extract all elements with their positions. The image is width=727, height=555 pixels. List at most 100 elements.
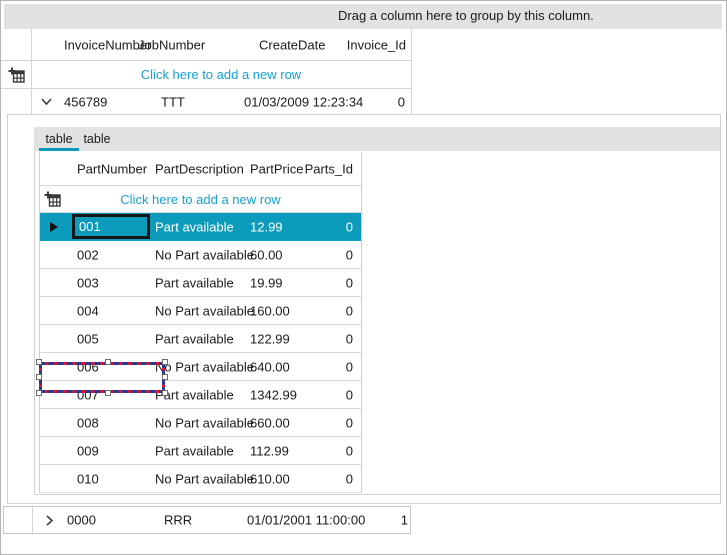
column-header-createdate[interactable]: CreateDate [259, 37, 326, 52]
resize-handle[interactable] [104, 390, 111, 396]
group-by-panel[interactable]: Drag a column here to group by this colu… [4, 4, 722, 29]
parts-grid: PartNumber PartDescription PartPrice Par… [39, 152, 362, 493]
detail-row-002[interactable]: 002 No Part available 60.00 0 [40, 241, 361, 269]
cell-parts-id[interactable]: 0 [345, 219, 353, 234]
detail-section: table table PartNumber PartDescription P… [7, 114, 721, 504]
detail-row-010[interactable]: 010 No Part available 610.00 0 [40, 465, 361, 493]
resize-handle[interactable] [36, 390, 42, 396]
detail-row-003[interactable]: 003 Part available 19.99 0 [40, 269, 361, 297]
cell-parts-id[interactable]: 0 [345, 387, 353, 402]
cell-parts-id[interactable]: 0 [345, 275, 353, 290]
column-header-partnumber[interactable]: PartNumber [77, 161, 148, 176]
cell-part-price[interactable]: 12.99 [250, 219, 283, 234]
cell-part-number[interactable]: 002 [77, 247, 99, 262]
cell-part-number[interactable]: 003 [77, 275, 99, 290]
cell-part-number[interactable]: 008 [77, 415, 99, 430]
master-add-new-row[interactable]: Click here to add a new row [1, 61, 411, 89]
detail-row-005[interactable]: 005 Part available 122.99 0 [40, 325, 361, 353]
cell-part-description[interactable]: Part available [155, 275, 234, 290]
column-header-partprice[interactable]: PartPrice [250, 161, 304, 176]
selected-tab-underline [39, 148, 79, 151]
column-header-invoice-id[interactable]: Invoice_Id [346, 37, 406, 52]
master-grid-right-border [411, 29, 412, 114]
master-add-new-row-link[interactable]: Click here to add a new row [140, 67, 302, 82]
cell-part-number[interactable]: 004 [77, 303, 99, 318]
resize-handle[interactable] [162, 390, 168, 396]
cell-part-price[interactable]: 19.99 [250, 275, 283, 290]
resize-handle[interactable] [36, 359, 42, 365]
new-row-icon [44, 191, 61, 207]
column-header-jobnumber[interactable]: JobNumber [138, 37, 206, 52]
cell-part-number[interactable]: 010 [77, 471, 99, 486]
cell-part-price[interactable]: 640.00 [250, 359, 290, 374]
detail-add-new-row[interactable]: Click here to add a new row [40, 186, 361, 213]
detail-row-001-selected[interactable]: 001 Part available 12.99 0 [40, 213, 361, 241]
cell-part-price[interactable]: 1342.99 [250, 387, 297, 402]
cell-parts-id[interactable]: 0 [345, 415, 353, 430]
master-column-header-row: InvoiceNumber JobNumber CreateDate Invoi… [1, 29, 411, 61]
cell-parts-id[interactable]: 0 [345, 471, 353, 486]
cell-part-price[interactable]: 60.00 [250, 247, 283, 262]
tab-panel-bottom-border [34, 494, 720, 495]
chevron-down-icon[interactable] [39, 95, 53, 109]
cell-part-number[interactable]: 009 [77, 443, 99, 458]
cell-part-description[interactable]: Part available [155, 443, 234, 458]
cell-part-description[interactable]: No Part available [155, 415, 254, 430]
cell-part-price[interactable]: 610.00 [250, 471, 290, 486]
cell-invoice-id[interactable]: 1 [400, 512, 408, 528]
cell-job-number[interactable]: TTT [161, 94, 185, 109]
column-header-invoicenumber[interactable]: InvoiceNumber [64, 37, 152, 52]
resize-handle[interactable] [162, 374, 168, 380]
resize-handle[interactable] [104, 359, 111, 365]
cell-part-price[interactable]: 660.00 [250, 415, 290, 430]
resize-handle[interactable] [36, 374, 42, 380]
cell-invoice-number[interactable]: 0000 [67, 512, 96, 528]
cell-parts-id[interactable]: 0 [345, 331, 353, 346]
master-row-0000[interactable]: 0000 RRR 01/01/2001 11:00:00 1 [3, 506, 411, 534]
tab-label: table [83, 132, 111, 146]
detail-row-008[interactable]: 008 No Part available 660.00 0 [40, 409, 361, 437]
cell-invoice-number[interactable]: 456789 [64, 94, 108, 109]
detail-row-004[interactable]: 004 No Part available 160.00 0 [40, 297, 361, 325]
master-row-456789[interactable]: 456789 TTT 01/03/2009 12:23:34 0 [1, 89, 411, 114]
focused-row-indicator-icon [50, 221, 58, 232]
cell-part-price[interactable]: 160.00 [250, 303, 290, 318]
cell-parts-id[interactable]: 0 [345, 443, 353, 458]
cell-part-price[interactable]: 122.99 [250, 331, 290, 346]
tab-table-2[interactable]: table [79, 127, 115, 151]
cell-part-description[interactable]: No Part available [155, 471, 254, 486]
detail-add-new-row-link[interactable]: Click here to add a new row [120, 191, 281, 207]
part-number-cell-editor[interactable]: 001 [72, 214, 150, 239]
cell-part-description[interactable]: Part available [155, 331, 234, 346]
cell-part-description[interactable]: No Part available [155, 359, 254, 374]
cell-part-description[interactable]: Part available [155, 219, 234, 234]
column-header-partdescription[interactable]: PartDescription [155, 161, 244, 176]
detail-row-007[interactable]: 007 Part available 1342.99 0 [40, 381, 361, 409]
cell-create-date[interactable]: 01/03/2009 12:23:34 [244, 94, 364, 109]
cell-create-date[interactable]: 01/01/2001 11:00:00 [247, 512, 366, 528]
cell-parts-id[interactable]: 0 [345, 247, 353, 262]
master-indicator-separator [31, 29, 32, 114]
cell-part-number: 001 [79, 219, 101, 234]
cell-parts-id[interactable]: 0 [345, 359, 353, 374]
detail-tab-strip: table table [34, 127, 720, 151]
cell-part-number[interactable]: 006 [77, 359, 99, 374]
chevron-right-icon[interactable] [42, 513, 56, 527]
cell-part-number[interactable]: 005 [77, 331, 99, 346]
cell-part-description[interactable]: No Part available [155, 247, 254, 262]
master-indicator-separator [32, 507, 33, 533]
detail-row-009[interactable]: 009 Part available 112.99 0 [40, 437, 361, 465]
group-by-hint: Drag a column here to group by this colu… [338, 8, 594, 23]
cell-part-number[interactable]: 007 [77, 387, 99, 402]
cell-part-description[interactable]: No Part available [155, 303, 254, 318]
tab-table-1[interactable]: table [39, 127, 79, 151]
resize-handle[interactable] [162, 359, 168, 365]
cell-job-number[interactable]: RRR [164, 512, 193, 528]
detail-row-006[interactable]: 006 No Part available 640.00 0 [40, 353, 361, 381]
cell-parts-id[interactable]: 0 [345, 303, 353, 318]
column-header-parts-id[interactable]: Parts_Id [304, 161, 353, 176]
cell-part-description[interactable]: Part available [155, 387, 234, 402]
cell-invoice-id[interactable]: 0 [397, 94, 405, 109]
cell-part-price[interactable]: 112.99 [250, 443, 289, 458]
